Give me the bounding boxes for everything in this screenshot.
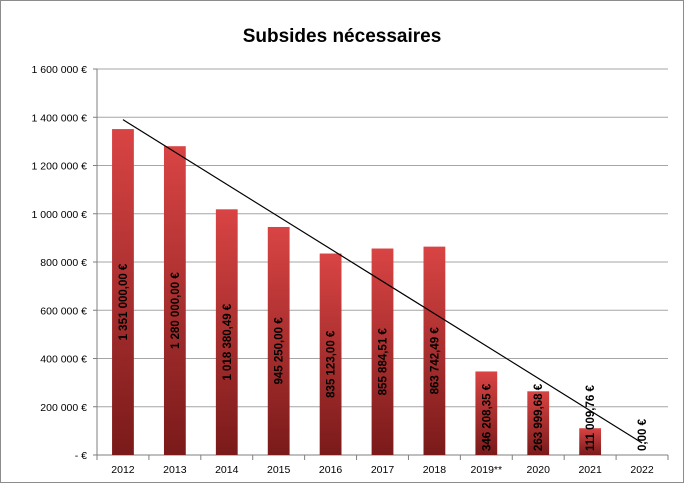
y-tick-label: - € — [75, 450, 87, 462]
x-tick-label: 2012 — [111, 464, 135, 476]
data-label: 1 018 380,49 € — [222, 303, 234, 380]
bars — [112, 129, 602, 456]
y-axis-ticks: - € 200 000 € 400 000 € 600 000 € 800 000 € 1… — [32, 64, 88, 462]
y-tick-label: 1 000 000 € — [32, 209, 88, 221]
x-tick-label: 2020 — [527, 464, 551, 476]
data-label: 111 009,76 € — [585, 385, 597, 451]
bar — [475, 371, 498, 455]
data-labels: 1 351 000,00 € 1 280 000,00 € 1 018 380,49… — [118, 263, 649, 451]
x-tick-label: 2015 — [267, 464, 291, 476]
chart-title: Subsides nécessaires — [242, 26, 442, 47]
bar — [215, 209, 238, 455]
y-tick-label: 1 600 000 € — [32, 64, 88, 76]
bar — [423, 246, 446, 455]
bar — [112, 129, 134, 456]
bar — [371, 248, 394, 455]
data-label: 1 280 000,00 € — [170, 272, 182, 349]
trendline — [122, 119, 643, 444]
data-label: 0,00 € — [637, 418, 649, 451]
bar — [319, 253, 342, 455]
y-tick-label: 1 200 000 € — [32, 161, 88, 173]
bar — [267, 226, 290, 455]
data-label: 945 250,00 € — [274, 317, 286, 385]
x-axis-ticks: 2012 2013 2014 2015 2016 2017 2018 2019** 2020 20… — [111, 464, 654, 476]
x-tick-label: 2014 — [215, 464, 239, 476]
y-tick-label: 800 000 € — [40, 257, 87, 269]
y-tick-label: 600 000 € — [40, 305, 87, 317]
x-tick-label: 2021 — [578, 464, 602, 476]
y-tick-label: 1 400 000 € — [32, 112, 88, 124]
trendline-layer — [122, 119, 643, 444]
bar — [579, 428, 602, 455]
y-tick-label: 200 000 € — [40, 402, 87, 414]
y-tick-label: 400 000 € — [40, 354, 87, 366]
bar — [163, 146, 186, 455]
x-tick-label: 2017 — [371, 464, 395, 476]
x-tick-label: 2016 — [319, 464, 343, 476]
data-label: 863 742,49 € — [429, 327, 441, 395]
x-tick-label: 2022 — [630, 464, 654, 476]
data-label: 855 884,51 € — [378, 328, 390, 396]
x-tick-label: 2018 — [423, 464, 447, 476]
bar — [527, 391, 550, 455]
x-tick-label: 2013 — [163, 464, 187, 476]
data-label: 346 208,35 € — [481, 383, 493, 451]
x-tick-label: 2019** — [471, 464, 503, 476]
data-label: 835 123,00 € — [326, 330, 338, 398]
data-label: 263 999,68 € — [533, 383, 545, 451]
data-label: 1 351 000,00 € — [118, 263, 130, 340]
